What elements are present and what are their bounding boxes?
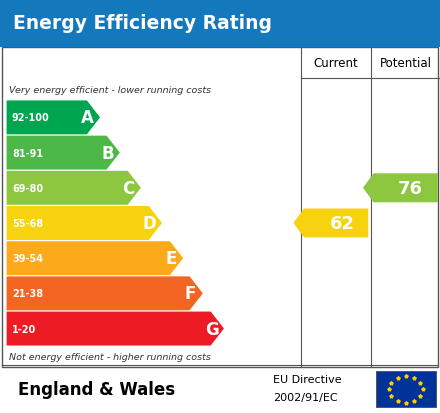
Polygon shape xyxy=(363,174,438,203)
Polygon shape xyxy=(7,277,203,311)
Polygon shape xyxy=(7,136,120,170)
Text: 76: 76 xyxy=(397,179,422,197)
Text: England & Wales: England & Wales xyxy=(18,380,175,398)
Polygon shape xyxy=(7,206,162,240)
Text: E: E xyxy=(165,249,176,268)
Text: C: C xyxy=(122,179,135,197)
Text: Not energy efficient - higher running costs: Not energy efficient - higher running co… xyxy=(9,352,211,361)
Polygon shape xyxy=(7,101,100,135)
Text: Energy Efficiency Rating: Energy Efficiency Rating xyxy=(13,14,272,33)
Text: 2002/91/EC: 2002/91/EC xyxy=(273,392,337,402)
Text: 1-20: 1-20 xyxy=(12,324,36,334)
Text: Current: Current xyxy=(314,57,359,69)
Polygon shape xyxy=(7,171,141,205)
Text: 39-54: 39-54 xyxy=(12,254,43,263)
Bar xyxy=(376,371,436,407)
Text: Very energy efficient - lower running costs: Very energy efficient - lower running co… xyxy=(9,85,211,94)
Polygon shape xyxy=(293,209,368,238)
Text: 21-38: 21-38 xyxy=(12,289,43,299)
Text: EU Directive: EU Directive xyxy=(273,374,341,384)
Bar xyxy=(2,47,438,368)
Text: 81-91: 81-91 xyxy=(12,148,43,158)
Text: 69-80: 69-80 xyxy=(12,183,43,193)
Text: 55-68: 55-68 xyxy=(12,218,43,228)
Polygon shape xyxy=(7,242,183,275)
Text: Potential: Potential xyxy=(379,57,432,69)
Text: D: D xyxy=(143,214,157,233)
Text: A: A xyxy=(81,109,94,127)
Text: B: B xyxy=(101,144,114,162)
Text: 92-100: 92-100 xyxy=(12,113,50,123)
Text: F: F xyxy=(185,285,196,303)
Polygon shape xyxy=(7,312,224,346)
Text: 62: 62 xyxy=(330,214,355,233)
Text: G: G xyxy=(205,320,219,338)
Bar xyxy=(0,0,440,47)
